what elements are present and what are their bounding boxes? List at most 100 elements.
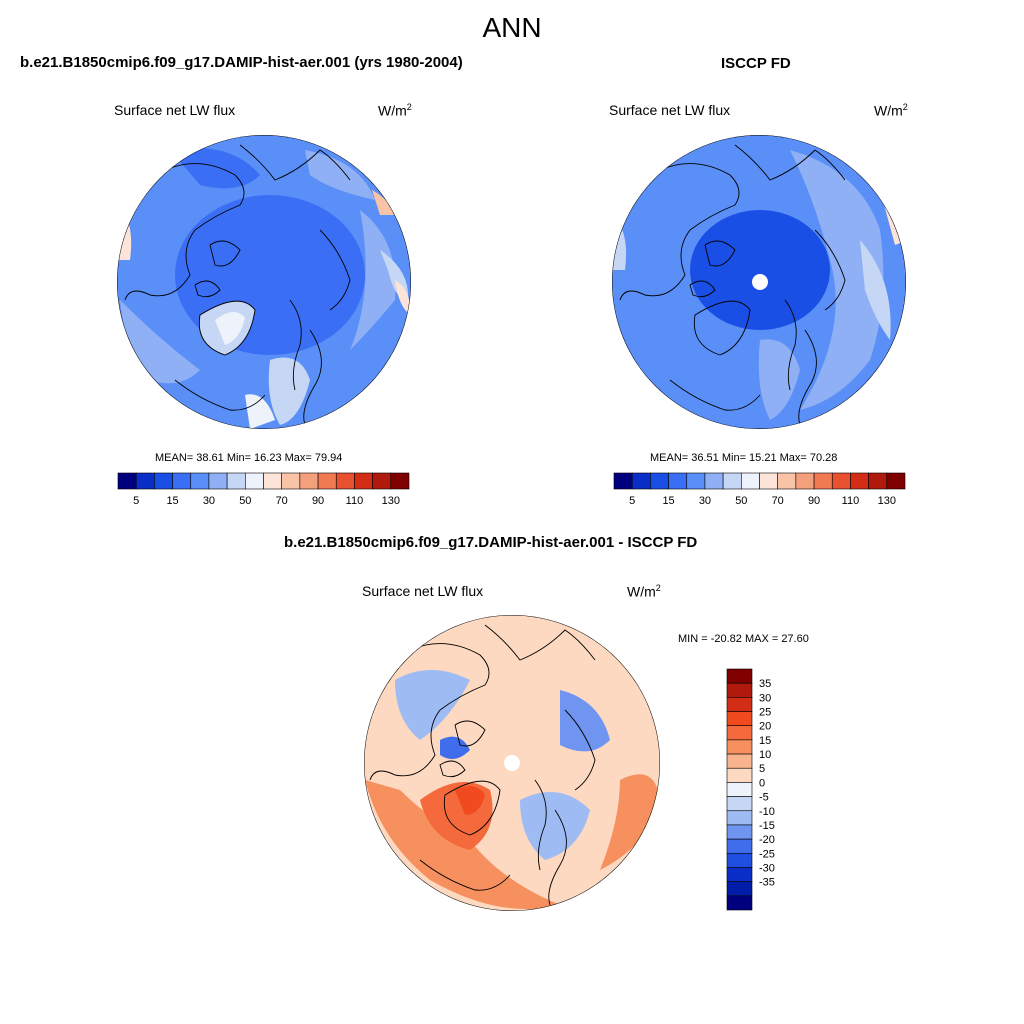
panel3-colorbar-box [726,753,753,769]
panel2-colorbar-box [668,472,688,490]
panel1-units: W/m2 [378,102,412,119]
panel3-colorbar-tick-label: 15 [759,735,771,747]
panel1-colorbar-tick-label: 70 [276,495,288,507]
panel3-variable-label: Surface net LW flux [362,583,484,599]
panel1-colorbar-box [335,472,355,490]
panel1-colorbar-box [208,472,228,490]
panel3-colorbar-tick-label: 25 [759,707,771,719]
panel3-colorbar-tick-label: -20 [759,834,775,846]
panel3-colorbar-tick-label: -25 [759,848,775,860]
panel2-colorbar-box [850,472,869,490]
panel2-units: W/m2 [874,102,908,119]
panel3-colorbar-box [726,697,753,712]
panel2-title: ISCCP FD [721,55,791,72]
panel3-coastlines [369,624,596,906]
panel3-colorbar-box [726,852,753,868]
panel3-region-low [440,736,470,759]
panel1-greenland-core [215,311,245,345]
panel1-colorbar-tick-label: 5 [133,495,139,507]
panel3-colorbar-tick-label: 30 [759,692,771,704]
panel3-region-ne-cool [560,690,610,752]
panel3-colorbar-box [726,682,753,698]
panel1-colorbar-box [372,472,392,490]
panel1-colorbar-tick-label: 90 [312,495,324,507]
panel3-colorbar-tick-label: -30 [759,862,775,874]
panel2-colorbar-box [650,472,669,490]
panel1-colorbar-tick-label: 130 [382,495,400,507]
panel2-colorbar-tick-label: 70 [772,495,784,507]
panel3-colorbar-box [726,782,753,797]
panel3-colorbar-box [726,867,753,882]
panel2-colorbar-box [795,472,815,490]
panel1-colorbar-box [245,472,264,490]
panel1-colorbar-box [154,472,173,490]
panel2-colorbar: 5 15 30 50 70 90 110 130 [613,472,906,507]
panel1-colorbar-box [390,472,410,490]
panel2-colorbar-tick-label: 30 [699,495,711,507]
panel3-colorbar-box [726,895,753,911]
panel1-coastlines [124,144,351,426]
panel3-stats: MIN = -20.82 MAX = 27.60 [678,633,809,645]
panel3-colorbar-tick-label: 10 [759,749,771,761]
panel3-map [364,615,660,911]
panel1-region-ne-warm [372,190,395,215]
panel2-colorbar-tick-label: 90 [808,495,820,507]
panel1-stats: MEAN= 38.61 Min= 16.23 Max= 79.94 [155,452,343,464]
panel2-colorbar-box [813,472,833,490]
panel1-colorbar-box [354,472,373,490]
panel2-colorbar-box [759,472,778,490]
panel3-colorbar-tick-label: 20 [759,721,771,733]
panel3-colorbar-box [726,739,753,755]
panel1-region-east [350,210,396,350]
panel2-arctic-low-region [690,210,830,330]
panel1-colorbar-box [226,472,246,490]
panel3-colorbar-box [726,810,753,826]
panel1-colorbar-box [135,472,155,490]
panel2-colorbar-box [777,472,797,490]
panel3-colorbar-box [726,838,753,854]
panel2-colorbar-box [631,472,651,490]
panel2-stats: MEAN= 36.51 Min= 15.21 Max= 70.28 [650,452,838,464]
panel2-pole-missing [752,274,768,290]
panel2-coastlines [619,144,846,426]
panel2-region-east [790,150,884,410]
panel2-colorbar-box [741,472,760,490]
panel3-units: W/m2 [627,583,661,600]
panel3-pole-missing [504,755,520,771]
panel2-colorbar-tick-label: 15 [662,495,674,507]
panel3-colorbar-box [726,881,753,897]
panel2-region-east-light [860,240,891,340]
panel3-region-east-warm [600,774,660,870]
panel2-region-west-light [612,215,627,270]
panel3-region-nw-cool [395,670,470,740]
panel1-colorbar-tick-label: 30 [203,495,215,507]
panel1-colorbar-box [317,472,337,490]
panel3-colorbar-box [726,725,753,741]
panel2-colorbar-box [868,472,888,490]
panel1-region-ne [305,150,375,200]
panel2-colorbar-tick-label: 130 [878,495,896,507]
panel1-title: b.e21.B1850cmip6.f09_g17.DAMIP-hist-aer.… [20,54,463,71]
panel3-colorbar-tick-label: 0 [759,777,765,789]
panel3-greenland-core [455,786,485,815]
panel3-colorbar-tick-label: -15 [759,820,775,832]
panel2-colorbar-tick-label: 5 [629,495,635,507]
panel1-colorbar-tick-label: 110 [346,495,364,507]
panel1-region-east-warm [395,280,411,315]
panel3-colorbar-tick-label: -35 [759,877,775,889]
panel1-colorbar: 5 15 30 50 70 90 110 130 [117,472,410,507]
panel3-colorbar-box [726,767,753,783]
panel2-colorbar-box [831,472,851,490]
panel1-colorbar-box [299,472,319,490]
panel2-colorbar-box [886,472,906,490]
panel3-colorbar-tick-label: 5 [759,763,765,775]
panel3-colorbar-box [726,796,753,812]
panel3-colorbar-tick-label: -5 [759,792,769,804]
panel2-colorbar-tick-label: 110 [842,495,860,507]
panel2-colorbar-box [686,472,706,490]
panel3-colorbar: 35 30 25 20 15 10 5 0 -5 -10 -15 -20 -25 -30 -35 [726,668,775,911]
panel2-map [612,135,906,429]
panel1-variable-label: Surface net LW flux [114,102,236,118]
panel2-variable-label: Surface net LW flux [609,102,731,118]
